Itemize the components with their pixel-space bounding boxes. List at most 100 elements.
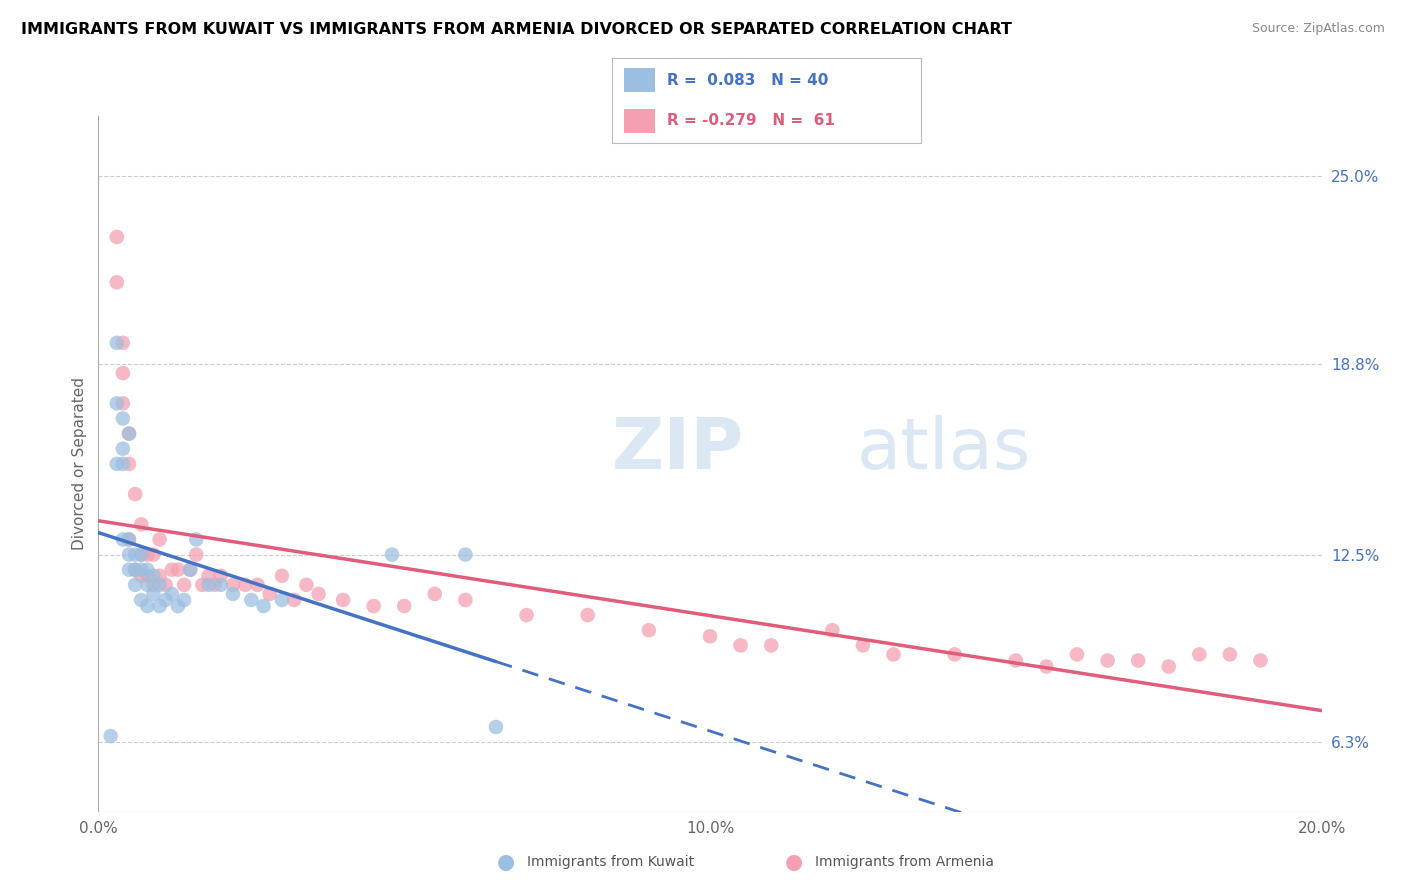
Point xyxy=(124,548,146,562)
Point xyxy=(118,426,141,441)
Point xyxy=(1097,653,1119,667)
Point xyxy=(142,587,165,601)
Point xyxy=(270,568,292,582)
Point xyxy=(100,729,122,743)
Point xyxy=(821,624,844,638)
Point xyxy=(454,593,477,607)
Point xyxy=(118,533,141,547)
Text: R =  0.083   N = 40: R = 0.083 N = 40 xyxy=(668,72,828,87)
Point xyxy=(699,629,721,643)
Point xyxy=(295,578,318,592)
Text: atlas: atlas xyxy=(856,416,1031,484)
Point xyxy=(124,563,146,577)
Point xyxy=(129,568,152,582)
Point xyxy=(118,457,141,471)
Bar xyxy=(624,68,655,92)
Point xyxy=(209,568,232,582)
Point xyxy=(105,457,128,471)
Point xyxy=(197,578,219,592)
Point xyxy=(136,568,159,582)
Point xyxy=(259,587,281,601)
Point xyxy=(105,396,128,410)
Point xyxy=(173,593,195,607)
Point xyxy=(197,568,219,582)
Point xyxy=(142,548,165,562)
Point xyxy=(173,578,195,592)
Text: IMMIGRANTS FROM KUWAIT VS IMMIGRANTS FROM ARMENIA DIVORCED OR SEPARATED CORRELAT: IMMIGRANTS FROM KUWAIT VS IMMIGRANTS FRO… xyxy=(21,22,1012,37)
Point xyxy=(129,563,152,577)
Point xyxy=(252,599,274,613)
Point xyxy=(111,411,134,425)
Point xyxy=(105,276,128,290)
Point xyxy=(943,648,966,662)
Point xyxy=(179,563,201,577)
Bar xyxy=(624,109,655,133)
Point xyxy=(240,593,263,607)
Point xyxy=(209,578,232,592)
Point xyxy=(1249,653,1271,667)
Point xyxy=(124,487,146,501)
Point xyxy=(155,593,177,607)
Point xyxy=(124,578,146,592)
Text: Source: ZipAtlas.com: Source: ZipAtlas.com xyxy=(1251,22,1385,36)
Point xyxy=(160,587,183,601)
Point xyxy=(392,599,416,613)
Point xyxy=(136,599,159,613)
Text: ZIP: ZIP xyxy=(612,416,744,484)
Point xyxy=(155,578,177,592)
Text: R = -0.279   N =  61: R = -0.279 N = 61 xyxy=(668,113,835,128)
Point xyxy=(233,578,256,592)
Point xyxy=(142,568,165,582)
Point xyxy=(332,593,354,607)
Text: Immigrants from Armenia: Immigrants from Armenia xyxy=(815,855,994,869)
Point xyxy=(136,578,159,592)
Text: ●: ● xyxy=(498,852,515,871)
Point xyxy=(246,578,269,592)
Point xyxy=(129,517,152,532)
Point xyxy=(129,593,152,607)
Point xyxy=(167,563,190,577)
Point xyxy=(111,366,134,380)
Point xyxy=(136,563,159,577)
Point xyxy=(283,593,305,607)
Point xyxy=(186,533,208,547)
Point xyxy=(516,608,538,623)
Point xyxy=(149,568,172,582)
Point xyxy=(149,533,172,547)
Point xyxy=(191,578,214,592)
Point xyxy=(111,533,134,547)
Point xyxy=(118,548,141,562)
Point xyxy=(149,599,172,613)
Text: ●: ● xyxy=(786,852,803,871)
Point xyxy=(111,442,134,456)
Point xyxy=(142,578,165,592)
Point xyxy=(454,548,477,562)
Point xyxy=(105,230,128,244)
Point xyxy=(883,648,905,662)
Point xyxy=(111,396,134,410)
Point xyxy=(730,638,752,652)
Point xyxy=(129,548,152,562)
Point xyxy=(118,426,141,441)
Text: Immigrants from Kuwait: Immigrants from Kuwait xyxy=(527,855,695,869)
Point xyxy=(1035,659,1057,673)
Point xyxy=(111,457,134,471)
Point xyxy=(363,599,385,613)
Point xyxy=(1066,648,1088,662)
Point xyxy=(308,587,330,601)
Point xyxy=(637,624,661,638)
Point xyxy=(136,548,159,562)
Point xyxy=(423,587,446,601)
Point xyxy=(222,587,245,601)
Point xyxy=(852,638,875,652)
Point xyxy=(1128,653,1150,667)
Point xyxy=(105,335,128,350)
Point xyxy=(222,578,245,592)
Point xyxy=(381,548,404,562)
Point xyxy=(179,563,201,577)
Point xyxy=(111,335,134,350)
Point xyxy=(759,638,782,652)
Point xyxy=(149,578,172,592)
Point xyxy=(118,563,141,577)
Point xyxy=(270,593,292,607)
